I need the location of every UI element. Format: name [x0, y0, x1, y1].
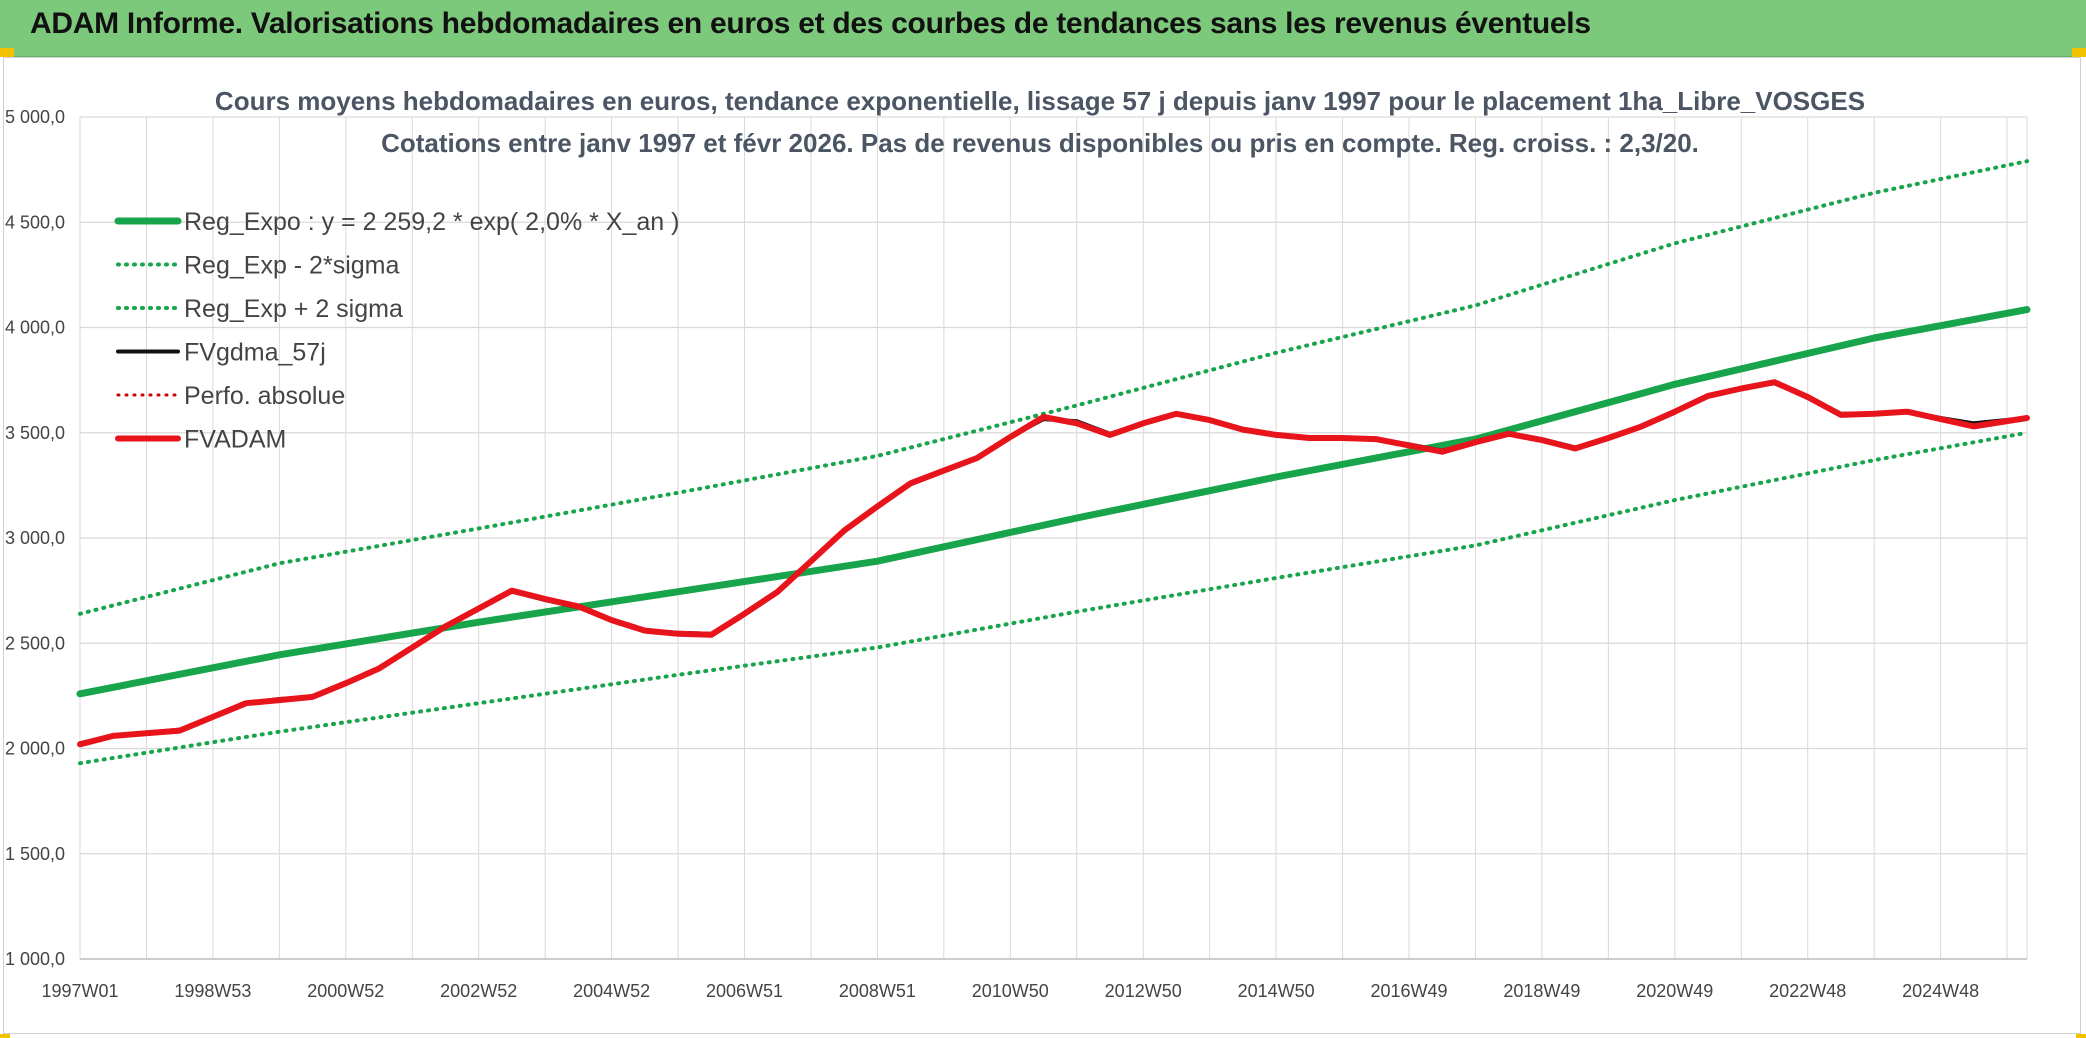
x-tick-label: 2000W52 [307, 981, 384, 1001]
y-tick-label: 2 000,0 [5, 739, 65, 759]
y-tick-label: 4 500,0 [5, 212, 65, 232]
axis-layer: 1 000,0 1 500,0 2 000,0 2 500,0 3 000,0 3 500… [5, 107, 2027, 1001]
series-line-4 [77, 379, 2030, 748]
corner-accent-right [2072, 48, 2086, 57]
series-line-2 [78, 159, 2029, 616]
series-line-3 [78, 381, 2029, 746]
legend-label: Reg_Exp - 2*sigma [184, 252, 399, 280]
legend-label: FVgdma_57j [184, 339, 326, 367]
y-tick-label: 3 500,0 [5, 423, 65, 443]
series-layer [76, 159, 2031, 766]
x-tick-label: 2016W49 [1370, 981, 1447, 1001]
series-line-0 [76, 306, 2031, 698]
corner-accent-left [0, 48, 14, 57]
y-tick-label: 1 000,0 [5, 949, 65, 969]
legend: Reg_Expo : y = 2 259,2 * exp( 2,0% * X_a… [114, 208, 679, 454]
x-tick-label: 2018W49 [1503, 981, 1580, 1001]
series-line-1 [78, 430, 2029, 766]
x-tick-label: 1997W01 [41, 981, 118, 1001]
legend-label: Reg_Exp + 2 sigma [184, 295, 403, 323]
x-tick-label: 2014W50 [1238, 981, 1315, 1001]
x-tick-label: 2024W48 [1902, 981, 1979, 1001]
x-tick-label: 2022W48 [1769, 981, 1846, 1001]
y-tick-label: 1 500,0 [5, 844, 65, 864]
legend-label: FVADAM [184, 426, 286, 454]
chart-title-line-1: Cours moyens hebdomadaires en euros, ten… [215, 86, 1865, 116]
grid-layer [79, 116, 2028, 960]
y-tick-label: 4 000,0 [5, 318, 65, 338]
chart-title-line-2: Cotations entre janv 1997 et févr 2026. … [381, 128, 1699, 158]
legend-label: Perfo. absolue [184, 382, 345, 410]
chart-frame [3, 57, 2081, 1034]
x-tick-label: 2004W52 [573, 981, 650, 1001]
legend-label: Reg_Expo : y = 2 259,2 * exp( 2,0% * X_a… [184, 208, 679, 236]
corner-accent-bottom-right [2076, 1034, 2086, 1038]
x-tick-label: 2010W50 [972, 981, 1049, 1001]
page-title: ADAM Informe. Valorisations hebdomadaire… [30, 7, 1591, 40]
y-tick-label: 2 500,0 [5, 633, 65, 653]
x-tick-label: 1998W53 [174, 981, 251, 1001]
x-tick-label: 2002W52 [440, 981, 517, 1001]
y-tick-label: 5 000,0 [5, 107, 65, 127]
y-tick-label: 3 000,0 [5, 528, 65, 548]
x-tick-label: 2012W50 [1105, 981, 1182, 1001]
corner-accent-bottom-left [0, 1034, 10, 1038]
x-tick-label: 2008W51 [839, 981, 916, 1001]
x-tick-label: 2020W49 [1636, 981, 1713, 1001]
header-bar: ADAM Informe. Valorisations hebdomadaire… [0, 0, 2086, 57]
x-tick-label: 2006W51 [706, 981, 783, 1001]
